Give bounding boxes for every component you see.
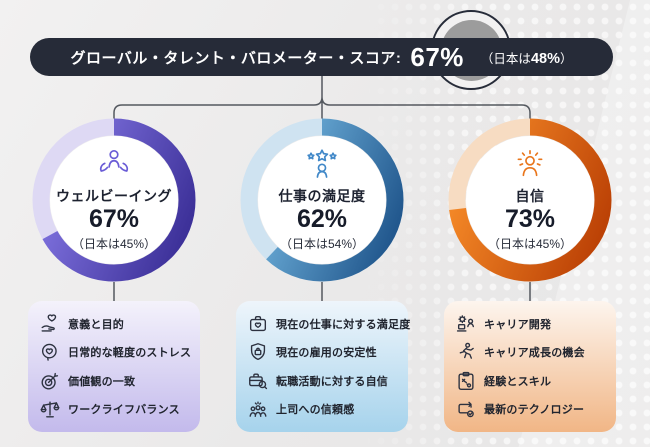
heart-hand-icon bbox=[39, 313, 61, 335]
clipboard-strategy-icon bbox=[455, 370, 477, 392]
list-item-label: 上司への信頼感 bbox=[276, 403, 355, 416]
column-job-satisfaction: 仕事の満足度 62% （日本は54%） 現在の仕事に対する満足度 現在の雇用の安… bbox=[234, 118, 410, 447]
shield-briefcase-icon bbox=[247, 341, 269, 363]
list-item: 最新のテクノロジー bbox=[455, 398, 612, 420]
sun-person-icon bbox=[517, 149, 543, 177]
list-item-label: 経験とスキル bbox=[484, 375, 552, 388]
wellbeing-donut-center: ウェルビーイング 67% （日本は45%） bbox=[52, 136, 176, 264]
donut-title: ウェルビーイング bbox=[56, 187, 172, 204]
donut-score: 62% bbox=[296, 205, 348, 234]
balance-scale-icon bbox=[39, 398, 61, 420]
target-arrow-icon bbox=[39, 370, 61, 392]
list-item: ワークライフバランス bbox=[39, 398, 196, 420]
list-item-label: 意義と目的 bbox=[68, 319, 124, 332]
column-wellbeing: ウェルビーイング 67% （日本は45%） 意義と目的 日常的な軽度のストレス … bbox=[26, 118, 202, 447]
satisfaction-card: 現在の仕事に対する満足度 現在の雇用の安定性 転職活動に対する自信 上司への信頼… bbox=[236, 301, 410, 432]
list-item-label: 日常的な軽度のストレス bbox=[68, 347, 192, 360]
header-bar: グローバル・タレント・バロメーター・スコア: 67% （日本は48%） bbox=[30, 38, 613, 76]
list-item: 上司への信頼感 bbox=[247, 398, 404, 420]
donut-japan-note: （日本は45%） bbox=[71, 237, 157, 252]
list-item: 日常的な軽度のストレス bbox=[39, 341, 196, 363]
running-person-icon bbox=[455, 341, 477, 363]
career-gear-person-icon bbox=[455, 313, 477, 335]
list-item: キャリア開発 bbox=[455, 313, 612, 335]
list-item-label: キャリア開発 bbox=[484, 319, 552, 332]
satisfaction-donut-center: 仕事の満足度 62% （日本は54%） bbox=[260, 136, 384, 264]
route-check-icon bbox=[455, 398, 477, 420]
donut-japan-note: （日本は54%） bbox=[279, 237, 365, 252]
header-title: グローバル・タレント・バロメーター・スコア: bbox=[70, 49, 402, 67]
star-person-icon bbox=[307, 149, 337, 178]
list-item-label: ワークライフバランス bbox=[68, 403, 180, 416]
list-item-label: キャリア成長の機会 bbox=[484, 347, 585, 360]
donut-title: 自信 bbox=[515, 187, 545, 204]
list-item-label: 現在の仕事に対する満足度 bbox=[276, 319, 411, 332]
list-item: 転職活動に対する自信 bbox=[247, 370, 404, 392]
list-item-label: 最新のテクノロジー bbox=[484, 403, 585, 416]
people-group-icon bbox=[247, 398, 269, 420]
donut-score: 73% bbox=[504, 205, 556, 234]
list-item-label: 現在の雇用の安定性 bbox=[276, 347, 377, 360]
donut-japan-note: （日本は45%） bbox=[487, 237, 573, 252]
wellbeing-card: 意義と目的 日常的な軽度のストレス 価値観の一致 ワークライフバランス bbox=[28, 301, 200, 432]
briefcase-heart-icon bbox=[247, 313, 269, 335]
confidence-donut-center: 自信 73% （日本は45%） bbox=[468, 136, 592, 264]
list-item: 価値観の一致 bbox=[39, 370, 196, 392]
header-score: 67% bbox=[410, 41, 464, 72]
donut-title: 仕事の満足度 bbox=[278, 187, 366, 204]
confidence-card: キャリア開発 キャリア成長の機会 経験とスキル 最新のテクノロジー bbox=[444, 301, 616, 432]
column-confidence: 自信 73% （日本は45%） キャリア開発 キャリア成長の機会 経験とスキル … bbox=[442, 118, 618, 447]
list-item: 意義と目的 bbox=[39, 313, 196, 335]
list-item-label: 転職活動に対する自信 bbox=[276, 375, 388, 388]
donut-score: 67% bbox=[88, 205, 140, 234]
head-heart-icon bbox=[39, 341, 61, 363]
list-item: 経験とスキル bbox=[455, 370, 612, 392]
confidence-donut-chart: 自信 73% （日本は45%） bbox=[448, 118, 612, 282]
list-item: 現在の雇用の安定性 bbox=[247, 341, 404, 363]
wellbeing-donut-chart: ウェルビーイング 67% （日本は45%） bbox=[32, 118, 196, 282]
satisfaction-donut-chart: 仕事の満足度 62% （日本は54%） bbox=[240, 118, 404, 282]
list-item: キャリア成長の機会 bbox=[455, 341, 612, 363]
header-japan-note: （日本は48%） bbox=[480, 50, 573, 67]
list-item: 現在の仕事に対する満足度 bbox=[247, 313, 410, 335]
briefcase-search-icon bbox=[247, 370, 269, 392]
list-item-label: 価値観の一致 bbox=[68, 375, 136, 388]
person-care-icon bbox=[99, 149, 129, 172]
